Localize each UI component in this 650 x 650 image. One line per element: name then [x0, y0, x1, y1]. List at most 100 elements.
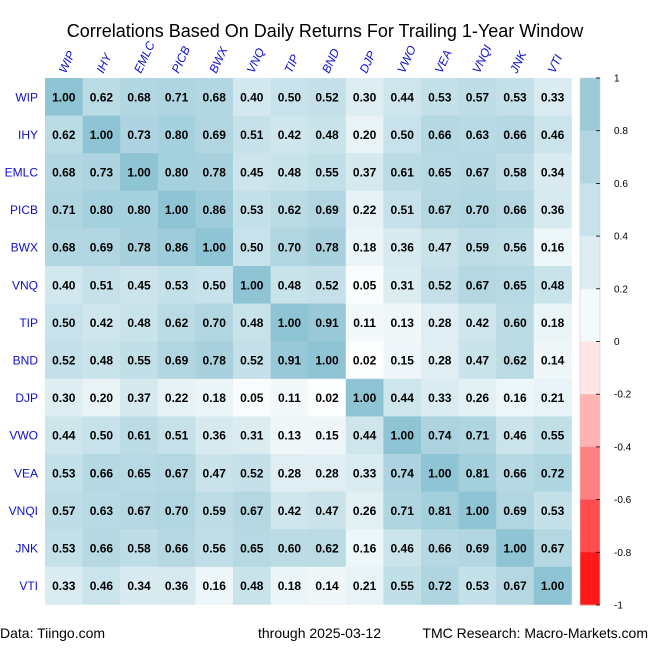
heatmap-cell: [233, 416, 271, 455]
heatmap-cell: [195, 78, 234, 116]
column-label: IHY: [93, 50, 115, 75]
heatmap-cell: [383, 78, 422, 116]
cell-value-label: 0.72: [541, 466, 565, 480]
column-label: VEA: [432, 48, 455, 76]
heatmap-cell: [233, 491, 271, 530]
heatmap-cell: [270, 190, 309, 229]
cell-value-label: 1.00: [353, 391, 377, 405]
heatmap-cell: [383, 115, 422, 154]
heatmap-cell: [533, 266, 572, 304]
heatmap-cell: [120, 566, 159, 605]
cell-value-label: 0.53: [52, 542, 76, 556]
cell-value-label: 0.67: [165, 466, 189, 480]
footer-source: Data: Tiingo.com: [0, 625, 105, 641]
heatmap-cells: 1.00 0.62 0.68 0.71 0.68 0.40 0.50 0.52 0.30 0.44…: [45, 78, 572, 605]
heatmap-cell: [345, 491, 384, 530]
heatmap-cell: [308, 190, 347, 229]
cell-value-label: 0.22: [165, 391, 189, 405]
cell-value-label: 1.00: [203, 241, 227, 255]
cell-value-label: 0.42: [90, 316, 114, 330]
heatmap-cell: [45, 115, 83, 154]
heatmap-cell: [157, 341, 196, 380]
cell-value-label: 0.80: [165, 166, 189, 180]
heatmap-cell: [458, 266, 497, 304]
color-scale-tick-label: 0: [614, 337, 620, 348]
cell-value-label: 0.44: [391, 391, 415, 405]
cell-value-label: 1.00: [127, 166, 151, 180]
cell-value-label: 0.30: [353, 90, 377, 104]
cell-value-label: 0.55: [391, 579, 415, 593]
heatmap-cell: [82, 190, 121, 229]
cell-value-label: 0.40: [240, 90, 264, 104]
cell-value-label: 0.37: [127, 391, 151, 405]
cell-value-label: 0.34: [127, 579, 151, 593]
cell-value-label: 0.72: [428, 579, 452, 593]
heatmap-cell: [421, 341, 459, 380]
heatmap-cell: [82, 529, 121, 568]
cell-value-label: 0.47: [315, 504, 339, 518]
color-scale-segment: [580, 552, 600, 606]
heatmap-cell: [195, 115, 234, 154]
heatmap-cell: [345, 416, 384, 455]
cell-value-label: 0.18: [203, 391, 227, 405]
cell-value-label: 0.56: [203, 542, 227, 556]
cell-value-label: 0.78: [203, 354, 227, 368]
heatmap-cell: [233, 341, 271, 380]
heatmap-cell: [233, 190, 271, 229]
heatmap-cell: [496, 228, 535, 267]
heatmap-cell: [458, 566, 497, 605]
column-label: PICB: [169, 44, 194, 75]
heatmap-cell: [270, 454, 309, 492]
cell-value-label: 0.40: [52, 278, 76, 292]
cell-value-label: 0.59: [466, 241, 490, 255]
color-scale-tick-label: -0.4: [614, 442, 632, 453]
heatmap-cell: [195, 190, 234, 229]
cell-value-label: 0.68: [52, 241, 76, 255]
heatmap-cell: [270, 115, 309, 154]
cell-value-label: 0.16: [353, 542, 377, 556]
cell-value-label: 0.68: [127, 90, 151, 104]
cell-value-label: 0.60: [503, 316, 527, 330]
cell-value-label: 0.51: [165, 429, 189, 443]
heatmap-cell: [82, 228, 121, 267]
heatmap-cell: [308, 454, 347, 492]
cell-value-label: 0.26: [466, 391, 490, 405]
heatmap-cell: [195, 303, 234, 342]
heatmap-cell: [82, 341, 121, 380]
heatmap-cell: [233, 78, 271, 116]
heatmap-cell: [345, 190, 384, 229]
cell-value-label: 0.05: [240, 391, 264, 405]
heatmap-cell: [233, 303, 271, 342]
cell-value-label: 1.00: [90, 128, 114, 142]
heatmap-cell: [45, 529, 83, 568]
heatmap-cell: [82, 454, 121, 492]
cell-value-label: 0.69: [503, 504, 527, 518]
cell-value-label: 0.53: [503, 90, 527, 104]
heatmap-cell: [157, 190, 196, 229]
column-label: EMLC: [131, 39, 158, 75]
row-label: IHY: [18, 128, 38, 142]
row-label: TIP: [19, 316, 38, 330]
cell-value-label: 0.47: [466, 354, 490, 368]
cell-value-label: 0.55: [315, 166, 339, 180]
heatmap-cell: [345, 78, 384, 116]
heatmap-cell: [496, 341, 535, 380]
heatmap-cell: [345, 228, 384, 267]
cell-value-label: 0.55: [541, 429, 565, 443]
cell-value-label: 0.78: [127, 241, 151, 255]
cell-value-label: 0.28: [428, 354, 452, 368]
heatmap-cell: [120, 341, 159, 380]
heatmap-cell: [195, 378, 234, 417]
heatmap-cell: [195, 153, 234, 192]
heatmap-cell: [421, 454, 459, 492]
heatmap-cell: [345, 341, 384, 380]
cell-value-label: 0.53: [466, 579, 490, 593]
cell-value-label: 0.62: [315, 542, 339, 556]
cell-value-label: 0.28: [278, 466, 302, 480]
heatmap-cell: [345, 153, 384, 192]
row-label: VWO: [9, 429, 38, 443]
heatmap-cell: [345, 566, 384, 605]
heatmap-cell: [308, 303, 347, 342]
cell-value-label: 0.80: [90, 203, 114, 217]
column-label: BWX: [206, 44, 231, 76]
